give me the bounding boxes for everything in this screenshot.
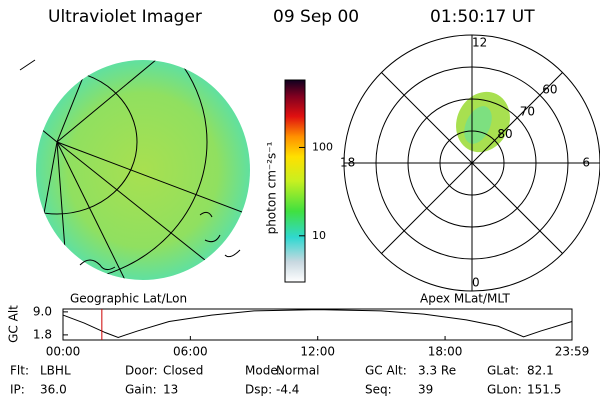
colorbar-tick-label: 10 — [312, 229, 326, 242]
field-value: 82.1 — [527, 364, 554, 378]
field-value: Closed — [163, 364, 203, 378]
field-value: LBHL — [40, 364, 71, 378]
left-caption: Geographic Lat/Lon — [70, 292, 187, 306]
field-label: GC Alt: — [365, 364, 407, 378]
field-value: 3.3 Re — [418, 364, 456, 378]
x-tick-label: 00:00 — [46, 345, 81, 359]
polar-ring — [375, 66, 569, 260]
field-value: -4.4 — [276, 383, 299, 397]
polar-ring-label: 60 — [542, 82, 557, 96]
mlt-label: 6 — [582, 156, 590, 170]
field-label: Flt: — [10, 364, 29, 378]
field-label: GLat: — [487, 364, 519, 378]
mlt-label: 18 — [340, 156, 355, 170]
geographic-image — [19, 59, 250, 280]
title: Ultraviolet Imager — [48, 7, 202, 27]
altitude-frame — [62, 308, 573, 341]
mlt-label: 12 — [472, 36, 487, 50]
field-label: GLon: — [487, 383, 522, 397]
field-label: Door: — [125, 364, 158, 378]
x-tick-label: 23:59 — [555, 345, 590, 359]
polar-ring-label: 80 — [497, 127, 512, 141]
mlt-label: 0 — [472, 276, 480, 290]
field-value: Normal — [276, 364, 319, 378]
y-tick-label: 9.0 — [33, 304, 52, 318]
polar-ring — [407, 98, 537, 228]
field-label: Gain: — [125, 383, 157, 397]
field-label: Seq: — [365, 383, 392, 397]
field-label: Mode: — [245, 364, 282, 378]
field-value: 39 — [418, 383, 433, 397]
y-label: GC Alt — [7, 305, 21, 343]
field-label: IP: — [10, 383, 25, 397]
right-caption: Apex MLat/MLT — [420, 292, 510, 306]
polar-ring — [439, 130, 505, 196]
field-value: 13 — [163, 383, 178, 397]
polar-plot — [343, 34, 600, 292]
colorbar — [284, 79, 306, 283]
date: 09 Sep 00 — [273, 7, 359, 27]
altitude-line — [62, 309, 573, 338]
x-tick-label: 12:00 — [300, 345, 335, 359]
field-value: 36.0 — [40, 383, 67, 397]
x-tick-label: 18:00 — [428, 345, 463, 359]
colorbar-tick-label: 100 — [312, 140, 333, 153]
x-tick-label: 06:00 — [173, 345, 208, 359]
polar-ring-label: 70 — [520, 105, 535, 119]
field-label: Dsp: — [245, 383, 272, 397]
y-tick-label: 1.8 — [33, 327, 52, 341]
colorbar-label: photon cm⁻²s⁻¹ — [265, 141, 279, 234]
time: 01:50:17 UT — [430, 7, 535, 27]
field-value: 151.5 — [527, 383, 561, 397]
